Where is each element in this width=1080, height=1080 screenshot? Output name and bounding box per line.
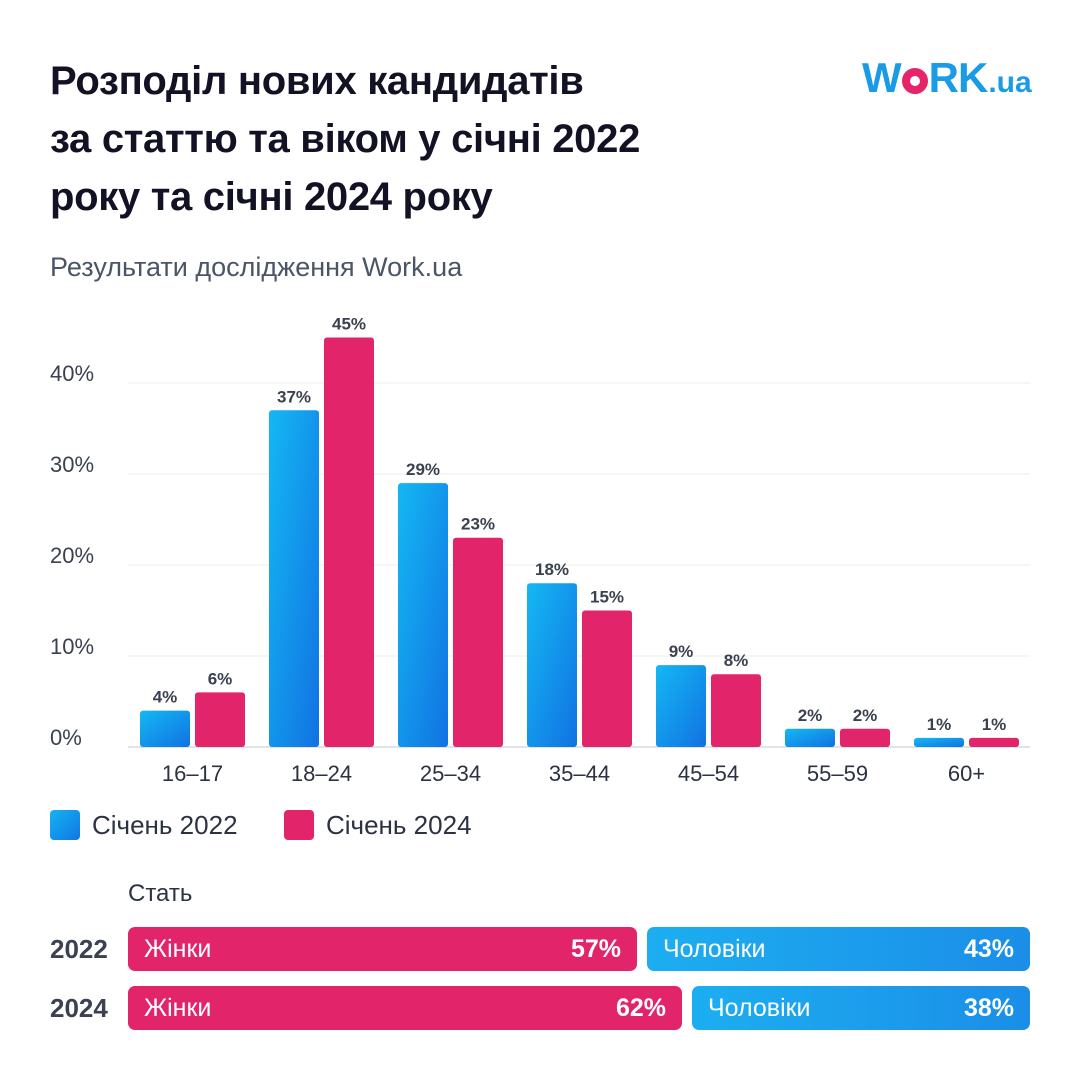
x-tick-label: 18–24 <box>291 761 352 786</box>
bar-value-label: 8% <box>724 651 749 670</box>
x-tick-label: 25–34 <box>420 761 481 786</box>
bar <box>527 583 577 747</box>
y-tick-label: 30% <box>50 452 94 477</box>
title-line-2: за статтю та віком у січні 2022 <box>50 117 641 161</box>
legend-swatch-2022 <box>50 810 80 840</box>
bar <box>453 537 503 747</box>
bar <box>140 710 190 747</box>
bar-value-label: 6% <box>208 669 233 688</box>
y-tick-label: 20% <box>50 543 94 568</box>
y-tick-label: 40% <box>50 361 94 386</box>
gender-bar-female-2022: Жінки 57% <box>128 927 637 971</box>
bar <box>914 737 964 747</box>
bars <box>140 337 1019 747</box>
bar <box>785 728 835 747</box>
page-title: Розподіл нових кандидатів за статтю та в… <box>50 52 750 226</box>
title-line-1: Розподіл нових кандидатів <box>50 59 584 103</box>
bar-value-label: 23% <box>461 515 495 534</box>
title-line-3: року та січні 2024 року <box>50 175 493 219</box>
x-tick-label: 55–59 <box>807 761 868 786</box>
bar-value-label: 4% <box>153 688 178 707</box>
bar-value-label: 18% <box>535 560 569 579</box>
logo-letter-w: W <box>862 54 902 101</box>
bar <box>656 665 706 747</box>
bar-value-label: 2% <box>798 706 823 725</box>
x-tick-label: 45–54 <box>678 761 739 786</box>
y-tick-label: 10% <box>50 634 94 659</box>
legend-label-2022: Січень 2022 <box>92 809 238 840</box>
gender-year-2024: 2024 <box>50 993 108 1023</box>
male-label: Чоловіки <box>663 934 766 963</box>
male-label: Чоловіки <box>708 993 811 1022</box>
legend-swatch-2024 <box>284 810 314 840</box>
x-tick-label: 35–44 <box>549 761 610 786</box>
bar-value-label: 1% <box>982 715 1007 734</box>
male-percent: 43% <box>963 934 1014 963</box>
bar-value-label: 9% <box>669 642 694 661</box>
legend-item-2024: Січень 2024 <box>284 808 472 842</box>
work-ua-logo: W RK .ua <box>862 54 1032 101</box>
bar <box>398 483 448 747</box>
bar <box>582 610 632 747</box>
age-bar-chart: 4% 6% 37% 45% 29% 23% 18% 15% 9% 8% 2% 2% 1% 1% 0% 10%… <box>50 315 1030 786</box>
logo-letters-rk: RK <box>928 54 989 101</box>
axis-ticks: 0% 10% 20% 30% 40% 16–17 18–24 25–34 35–44 45–54 5… <box>50 361 985 786</box>
gender-row-2022: 2022 Жінки 57% Чоловіки 43% <box>0 927 1080 971</box>
logo-ring-icon <box>901 68 928 94</box>
bar-value-label: 15% <box>590 588 624 607</box>
bar <box>195 692 245 747</box>
female-percent: 62% <box>615 993 666 1022</box>
subtitle: Результати дослідження Work.ua <box>50 252 463 282</box>
bar <box>969 737 1019 747</box>
bar-value-label: 37% <box>277 387 311 406</box>
data-labels: 4% 6% 37% 45% 29% 23% 18% 15% 9% 8% 2% 2% 1% 1% <box>153 315 1007 734</box>
female-label: Жінки <box>144 993 212 1022</box>
bar-value-label: 29% <box>406 460 440 479</box>
gender-bar-male-2022: Чоловіки 43% <box>647 927 1030 971</box>
y-tick-label: 0% <box>50 725 82 750</box>
bar-value-label: 1% <box>927 715 952 734</box>
gender-row-2024: 2024 Жінки 62% Чоловіки 38% <box>0 986 1080 1030</box>
legend-item-2022: Січень 2022 <box>50 808 238 842</box>
bar-value-label: 2% <box>853 706 878 725</box>
gender-year-2022: 2022 <box>50 934 108 964</box>
bar <box>269 410 319 747</box>
bar-value-label: 45% <box>332 315 366 334</box>
female-label: Жінки <box>144 934 212 963</box>
x-tick-label: 16–17 <box>162 761 223 786</box>
bar <box>324 337 374 747</box>
male-percent: 38% <box>963 993 1014 1022</box>
x-tick-label: 60+ <box>948 761 985 786</box>
gender-bar-female-2024: Жінки 62% <box>128 986 682 1030</box>
bar <box>711 674 761 747</box>
legend-label-2024: Січень 2024 <box>326 809 472 840</box>
female-percent: 57% <box>570 934 621 963</box>
gender-bar-male-2024: Чоловіки 38% <box>692 986 1030 1030</box>
logo-ua: .ua <box>988 66 1032 99</box>
gender-title: Стать <box>128 880 193 907</box>
bar <box>840 728 890 747</box>
grid-lines <box>128 382 1030 748</box>
